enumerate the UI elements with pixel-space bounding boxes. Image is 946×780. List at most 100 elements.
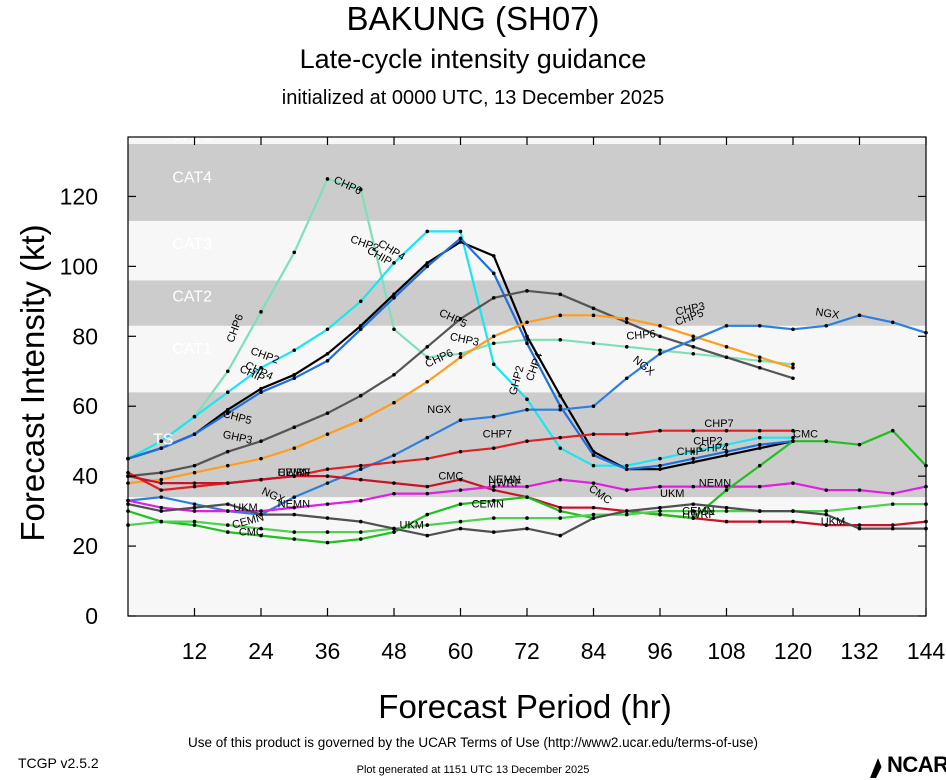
data-point <box>591 505 596 510</box>
data-point <box>425 261 430 265</box>
version-label: TCGP v2.5.2 <box>18 755 99 771</box>
data-point <box>225 523 230 527</box>
category-label: CAT3 <box>172 236 212 253</box>
category-label: CAT5 <box>172 127 212 144</box>
data-point <box>358 393 363 398</box>
series-label: CMC <box>793 429 818 441</box>
x-tick-label: 48 <box>381 638 407 664</box>
data-point <box>791 519 795 524</box>
data-point <box>658 484 662 489</box>
data-point <box>757 428 762 433</box>
data-point <box>491 271 496 276</box>
axes: 12 24 36 48 60 72 84 96 108 120 132 144 0 20 40 60 80 100… <box>60 136 945 664</box>
data-point <box>691 337 696 342</box>
data-point <box>724 449 729 454</box>
data-point <box>192 432 197 436</box>
data-point <box>824 324 829 328</box>
data-point <box>192 519 197 524</box>
data-point <box>724 324 729 328</box>
series-label: UKM <box>233 502 257 514</box>
data-point <box>458 488 463 492</box>
data-point <box>591 516 596 520</box>
data-point <box>425 456 430 461</box>
data-point <box>259 477 263 482</box>
data-point <box>358 467 363 471</box>
data-point <box>192 523 197 527</box>
data-point <box>292 425 297 429</box>
data-point <box>159 439 164 443</box>
data-point <box>192 509 197 513</box>
x-tick-label: 120 <box>774 638 812 664</box>
data-point <box>325 540 330 545</box>
data-point <box>757 355 762 360</box>
data-point <box>857 523 862 527</box>
data-point <box>525 526 529 531</box>
series-label: NEMN <box>488 474 520 486</box>
data-point <box>392 261 396 265</box>
data-point <box>292 376 297 381</box>
x-tick-label: 60 <box>448 638 474 664</box>
data-point <box>225 390 230 395</box>
data-point <box>458 526 463 531</box>
data-point <box>525 439 529 443</box>
y-tick-label: 80 <box>72 323 98 349</box>
x-tick-label: 36 <box>315 638 341 664</box>
data-point <box>192 505 197 510</box>
data-point <box>791 509 795 513</box>
data-point <box>658 324 662 328</box>
data-point <box>159 519 164 524</box>
data-point <box>658 509 662 513</box>
data-point <box>791 362 795 367</box>
data-point <box>225 369 230 374</box>
data-point <box>724 428 729 433</box>
series-label: NGX <box>815 306 841 321</box>
data-point <box>358 187 363 192</box>
data-point <box>857 313 862 318</box>
series-label: CHP3 <box>675 300 706 318</box>
data-point <box>757 442 762 447</box>
data-point <box>358 463 363 468</box>
data-point <box>159 470 164 475</box>
data-point <box>624 317 629 321</box>
series-label: CEMN <box>472 499 504 511</box>
data-point <box>624 488 629 492</box>
data-point <box>890 428 895 433</box>
data-point <box>591 512 596 517</box>
data-point <box>558 477 563 482</box>
data-point <box>691 456 696 461</box>
data-point <box>292 372 297 377</box>
data-point <box>491 488 496 492</box>
series-label: CHIP <box>677 446 703 458</box>
category-label: CAT1 <box>172 341 212 358</box>
data-point <box>757 324 762 328</box>
data-point <box>691 344 696 349</box>
data-point <box>691 516 696 520</box>
data-point <box>591 306 596 311</box>
chart-subtitle: Late-cycle intensity guidance <box>299 44 647 74</box>
data-point <box>225 502 230 506</box>
data-point <box>757 484 762 489</box>
data-point <box>857 526 862 531</box>
data-point <box>425 533 430 538</box>
data-point <box>358 519 363 524</box>
data-point <box>491 446 496 450</box>
series-label: UKM <box>660 488 684 500</box>
data-point <box>824 488 829 492</box>
data-point <box>159 488 164 492</box>
x-tick-label: 96 <box>647 638 673 664</box>
data-point <box>392 453 396 457</box>
series-label: CEMN <box>278 467 310 479</box>
data-point <box>425 344 430 349</box>
data-point <box>824 523 829 527</box>
data-point <box>491 341 496 346</box>
data-point <box>458 317 463 321</box>
data-point <box>491 530 496 534</box>
series-label: CHP4 <box>699 443 728 455</box>
data-point <box>757 435 762 440</box>
data-point <box>558 509 563 513</box>
data-point <box>724 442 729 447</box>
data-point <box>192 463 197 468</box>
data-point <box>425 512 430 517</box>
data-point <box>591 313 596 318</box>
